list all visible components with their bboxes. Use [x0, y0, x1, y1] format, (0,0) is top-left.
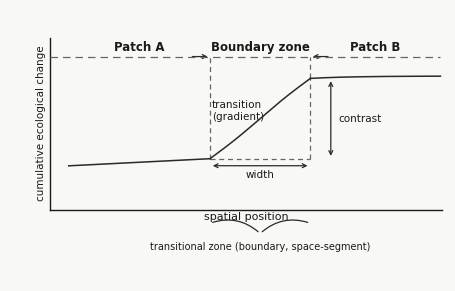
Y-axis label: cumulative ecological change: cumulative ecological change: [36, 46, 46, 201]
X-axis label: spatial position: spatial position: [203, 212, 288, 222]
Text: contrast: contrast: [338, 113, 381, 124]
Text: Boundary zone: Boundary zone: [210, 41, 309, 54]
Text: width: width: [245, 170, 274, 180]
Text: Patch A: Patch A: [114, 41, 164, 54]
Text: transitional zone (boundary, space-segment): transitional zone (boundary, space-segme…: [150, 242, 369, 252]
Text: transition
(gradient): transition (gradient): [212, 100, 263, 122]
Text: Patch B: Patch B: [349, 41, 400, 54]
